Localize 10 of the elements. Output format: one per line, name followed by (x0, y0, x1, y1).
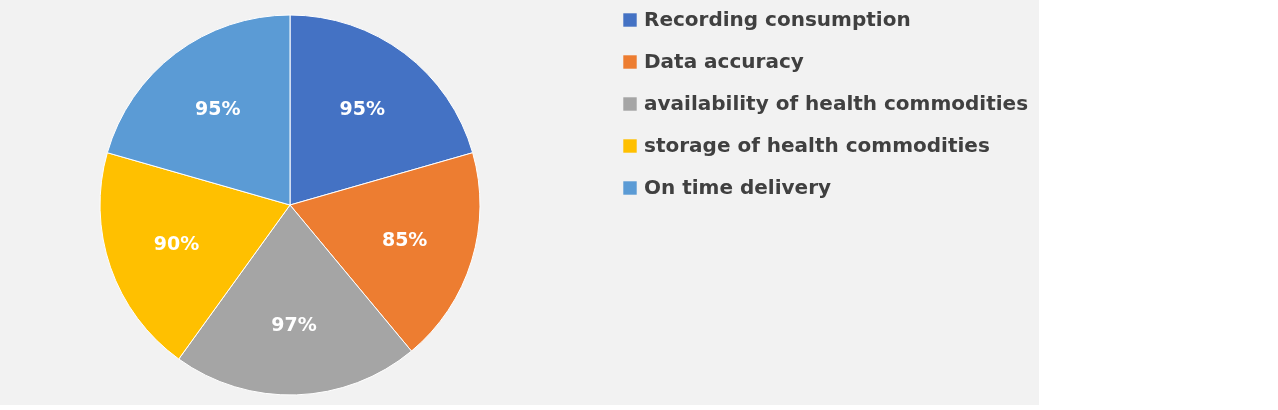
data-label: 95% (339, 97, 385, 120)
legend-label: storage of health commodities (644, 133, 990, 157)
data-label: 97% (271, 312, 317, 335)
legend-label: availability of health commodities (644, 91, 1029, 115)
data-label: 90% (153, 232, 200, 255)
legend-label: On time delivery (644, 175, 832, 199)
data-label: 95% (195, 97, 241, 120)
legend-label: Recording consumption (644, 7, 911, 31)
data-label: 85% (381, 228, 428, 251)
legend-label: Data accuracy (644, 49, 804, 73)
